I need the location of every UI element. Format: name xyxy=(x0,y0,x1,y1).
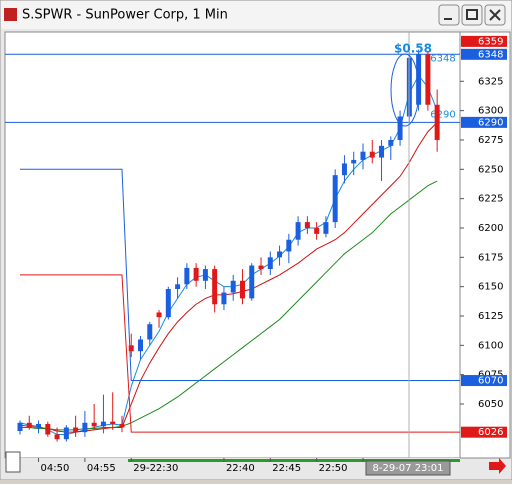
candle-body xyxy=(314,227,320,234)
candle-body xyxy=(45,423,51,435)
y-tick-label: 6250 xyxy=(478,164,503,175)
axis-marker xyxy=(461,116,507,128)
candle-body xyxy=(360,151,366,160)
axis-marker xyxy=(461,48,507,60)
candle-body xyxy=(249,265,255,299)
candle-body xyxy=(258,265,264,270)
scroll-arrow[interactable] xyxy=(489,458,506,474)
candle-body xyxy=(379,145,385,158)
x-tick-label: 22:50 xyxy=(319,463,348,474)
candle-body xyxy=(434,104,440,140)
x-tick-label: 04:50 xyxy=(41,463,70,474)
candle-body xyxy=(304,222,310,228)
axis-marker xyxy=(461,35,507,47)
close-button[interactable] xyxy=(484,4,506,26)
axis-marker-label: 6026 xyxy=(478,427,503,438)
time-axis xyxy=(5,458,460,478)
candle-body xyxy=(202,269,208,281)
candle-body xyxy=(165,289,171,318)
indicator-line xyxy=(20,180,438,431)
y-tick-label: 6150 xyxy=(478,282,503,293)
candle-body xyxy=(184,267,190,285)
y-tick-label: 6100 xyxy=(478,340,503,351)
candle-body xyxy=(221,292,227,305)
axis-marker xyxy=(461,426,507,438)
session-bar xyxy=(128,459,460,462)
candle-body xyxy=(295,222,301,240)
candle-body xyxy=(63,427,69,440)
x-tick-label: 04:55 xyxy=(87,463,116,474)
cursor-label: 8-29-07 23:01 xyxy=(372,463,443,474)
candle-body xyxy=(230,280,236,293)
candle-body xyxy=(397,116,403,140)
candle-body xyxy=(17,422,23,432)
candle-body xyxy=(332,175,338,223)
candle-body xyxy=(369,151,375,158)
candle-body xyxy=(54,434,60,440)
x-tick-label: 22:40 xyxy=(226,463,255,474)
y-tick-label: 6325 xyxy=(478,76,503,87)
scroll-box[interactable] xyxy=(5,451,21,473)
candle-body xyxy=(147,324,153,340)
candle-body xyxy=(425,54,431,105)
indicator-line xyxy=(20,168,438,382)
axis-marker-label: 6070 xyxy=(478,376,503,387)
axis-marker-label: 6290 xyxy=(478,117,503,128)
y-tick-label: 6050 xyxy=(478,399,503,410)
candle-body xyxy=(286,239,292,252)
candle-body xyxy=(26,422,32,428)
candle-body xyxy=(156,312,162,318)
maximize-button[interactable] xyxy=(461,4,483,26)
candle-body xyxy=(388,139,394,146)
app-icon xyxy=(4,8,17,21)
window-title: S.SPWR - SunPower Corp, 1 Min xyxy=(22,8,228,23)
indicator-line xyxy=(19,122,438,433)
candle-body xyxy=(239,280,245,299)
candle-body xyxy=(36,423,42,428)
y-tick-label: 6275 xyxy=(478,135,503,146)
axis-marker-label: 6359 xyxy=(478,36,503,47)
plot-area xyxy=(4,31,461,459)
axis-marker-label: 6348 xyxy=(478,49,503,60)
price-line-label: 6290 xyxy=(430,109,455,120)
candle-body xyxy=(138,339,144,352)
price-line-label: 6348 xyxy=(430,53,455,64)
x-tick-label: 29-22:30 xyxy=(133,463,178,474)
y-tick-label: 6200 xyxy=(478,223,503,234)
y-tick-label: 6300 xyxy=(478,106,503,117)
price-axis xyxy=(459,31,511,459)
candle-body xyxy=(193,267,199,281)
candle-body xyxy=(212,269,218,305)
minimize-button[interactable] xyxy=(438,4,460,26)
y-tick-label: 6225 xyxy=(478,194,503,205)
candle-body xyxy=(100,421,106,427)
candle-body xyxy=(175,284,181,290)
candle-body xyxy=(119,423,125,428)
candle-body xyxy=(73,427,79,433)
indicator-line xyxy=(20,274,438,433)
title-bar xyxy=(1,1,511,29)
candle-body xyxy=(277,251,283,258)
cursor-box xyxy=(365,460,451,476)
candle-body xyxy=(91,422,97,427)
candle-body xyxy=(341,163,347,176)
candle-body xyxy=(323,222,329,234)
x-tick-label: 22:45 xyxy=(272,463,301,474)
candle-body xyxy=(351,159,357,164)
candle-body xyxy=(267,257,273,270)
axis-marker xyxy=(461,375,507,387)
candle-body xyxy=(110,421,116,424)
candle-body xyxy=(82,422,88,433)
highlight-ellipse xyxy=(390,53,420,127)
y-tick-label: 6125 xyxy=(478,311,503,322)
y-tick-label: 6175 xyxy=(478,252,503,263)
candle-body xyxy=(128,345,134,352)
annotation: $0.58 xyxy=(394,42,432,56)
